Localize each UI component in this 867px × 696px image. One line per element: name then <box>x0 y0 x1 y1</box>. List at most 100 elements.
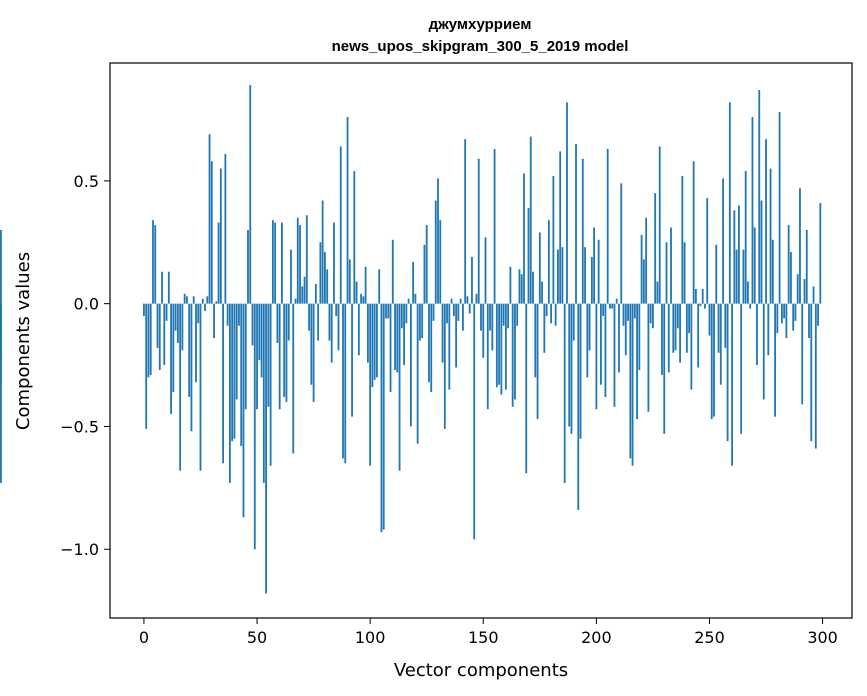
bar <box>226 303 229 326</box>
bar <box>235 303 238 400</box>
bar <box>256 303 258 410</box>
bar <box>441 303 444 363</box>
bar <box>238 303 240 326</box>
bar <box>728 102 731 304</box>
bar <box>735 249 738 304</box>
bar <box>615 298 618 304</box>
bar <box>312 303 315 402</box>
bar <box>715 244 718 304</box>
bar <box>792 303 795 331</box>
bar <box>251 303 254 346</box>
y-axis-label: Components values <box>13 252 34 430</box>
bar <box>416 303 419 444</box>
bar <box>201 298 204 304</box>
bar <box>747 281 749 304</box>
bar <box>143 303 145 316</box>
bar <box>753 227 756 304</box>
bar <box>192 296 195 304</box>
bar <box>213 303 215 339</box>
bar <box>570 303 573 434</box>
bar <box>572 303 575 341</box>
bar <box>292 303 295 454</box>
bar <box>695 288 697 304</box>
bar <box>314 284 317 304</box>
bar <box>305 215 308 304</box>
bar <box>514 303 516 400</box>
bar <box>210 161 213 304</box>
bar <box>674 303 677 351</box>
x-tick-label: 250 <box>694 628 725 647</box>
bar <box>701 288 704 304</box>
bar <box>493 148 496 304</box>
bar <box>206 296 209 304</box>
bar <box>676 303 679 329</box>
bar <box>382 303 385 530</box>
bar <box>362 296 365 304</box>
bar <box>274 222 277 304</box>
bar <box>176 303 179 343</box>
bar <box>801 303 804 405</box>
bar <box>719 303 722 385</box>
bar <box>360 293 363 304</box>
bar <box>581 158 584 304</box>
bar <box>330 303 333 363</box>
bar <box>342 303 344 459</box>
bar <box>783 303 786 319</box>
bar <box>373 303 376 380</box>
bar <box>584 247 586 304</box>
bar <box>186 296 188 304</box>
x-axis-ticks: 0 50 100 150 200 250 300 <box>139 618 838 647</box>
bar <box>532 271 534 304</box>
chart-title-line2: news_upos_skipgram_300_5_2019 model <box>332 38 629 55</box>
bar <box>586 303 589 378</box>
bar <box>547 220 550 304</box>
bar <box>208 134 211 304</box>
bar <box>301 286 304 304</box>
bar <box>631 303 634 466</box>
bar <box>265 303 267 594</box>
bar <box>183 293 186 304</box>
bar <box>351 303 353 417</box>
bar <box>636 303 638 420</box>
bar <box>145 303 148 429</box>
bar <box>371 303 374 388</box>
bar <box>228 303 231 483</box>
bar <box>253 303 256 550</box>
bar <box>523 173 525 304</box>
bar <box>278 303 281 410</box>
bar <box>810 303 813 442</box>
bar <box>536 303 539 420</box>
bar <box>681 175 684 304</box>
bar <box>269 303 272 466</box>
bar <box>423 244 426 304</box>
bar <box>421 303 424 339</box>
bar <box>364 266 367 304</box>
x-axis-label: Vector components <box>394 660 568 681</box>
bar <box>450 298 453 304</box>
bar <box>170 303 172 415</box>
bar <box>317 303 320 341</box>
x-tick-label: 0 <box>139 628 149 647</box>
bar <box>308 303 310 331</box>
bar <box>704 303 706 309</box>
bar <box>609 303 611 309</box>
bar <box>385 303 387 319</box>
bar <box>554 303 557 326</box>
bar <box>290 249 292 304</box>
bar <box>188 303 191 397</box>
bar <box>326 269 329 304</box>
bar <box>271 220 274 304</box>
bar <box>484 237 487 304</box>
bar <box>762 303 765 400</box>
bar <box>731 303 734 466</box>
bar <box>756 303 758 366</box>
bar <box>710 303 713 420</box>
bar <box>204 303 206 312</box>
y-tick-label: 0.5 <box>74 172 99 191</box>
bar <box>737 205 740 304</box>
bar <box>597 239 600 304</box>
bar <box>197 303 200 324</box>
bar <box>258 303 261 361</box>
bar <box>778 112 781 304</box>
